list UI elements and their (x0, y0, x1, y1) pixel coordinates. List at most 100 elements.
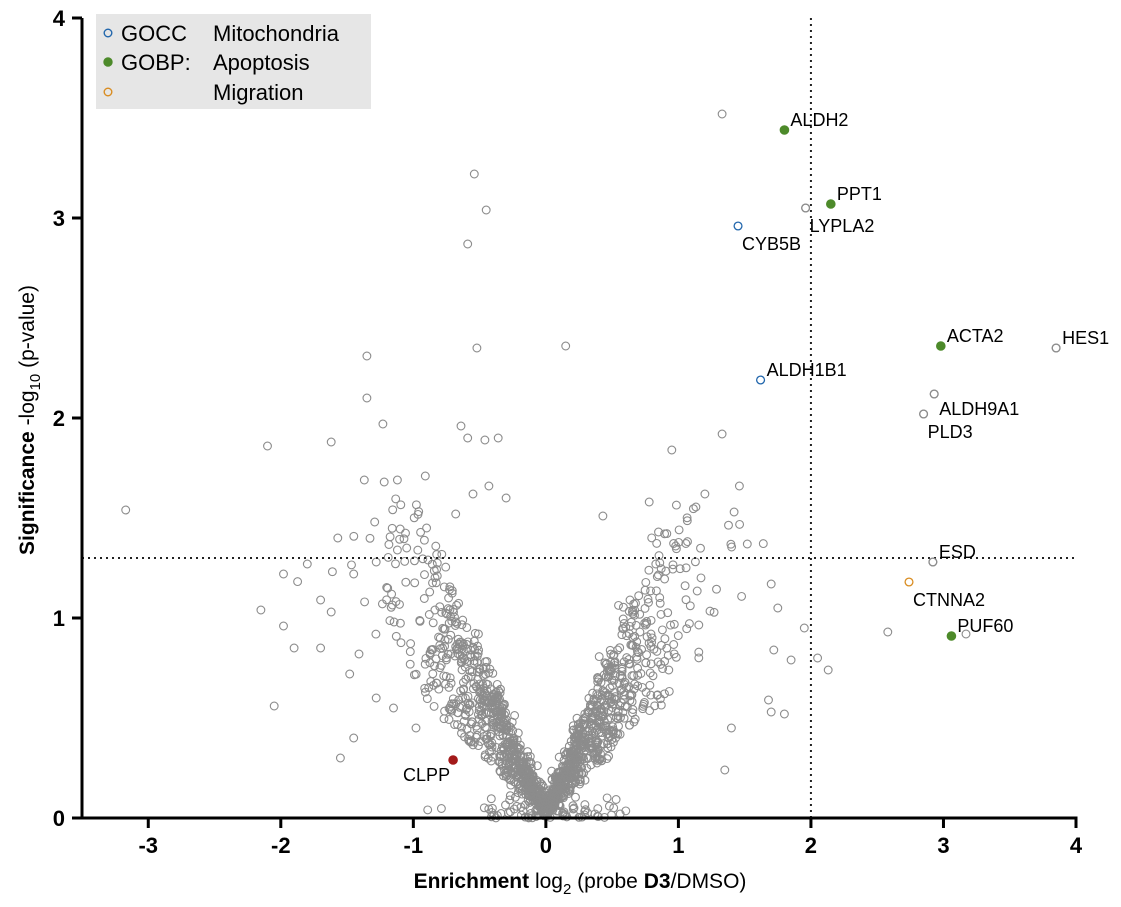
data-point (621, 683, 631, 693)
x-axis-title-mid: (probe (571, 870, 643, 893)
data-point (646, 586, 656, 596)
data-point (681, 595, 691, 605)
data-point (764, 695, 773, 705)
data-point (422, 523, 432, 533)
data-point (630, 679, 640, 689)
data-point (576, 736, 585, 746)
data-point (493, 717, 502, 727)
data-point (525, 797, 535, 807)
data-point (628, 705, 638, 714)
data-point (463, 698, 473, 708)
data-point (682, 516, 692, 526)
data-point (458, 615, 468, 625)
x-axis-title: Enrichment log2 (probe D3/DMSO) (414, 870, 747, 898)
data-point (501, 751, 511, 760)
data-point (494, 686, 504, 696)
label-aldh2: ALDH2 (790, 110, 848, 130)
data-point (444, 682, 454, 692)
data-point (553, 792, 563, 801)
data-point (505, 791, 515, 801)
data-point (628, 605, 638, 615)
data-point (617, 673, 627, 683)
data-point (694, 647, 704, 657)
data-point (766, 707, 776, 717)
data-point (481, 662, 491, 672)
data-point (485, 747, 494, 757)
data-point (574, 748, 584, 758)
data-point (651, 586, 661, 596)
data-point (590, 754, 600, 764)
data-point (470, 651, 480, 661)
data-point (469, 679, 479, 688)
x-tick-label: 1 (672, 833, 684, 858)
data-point (696, 573, 706, 583)
data-point (696, 543, 705, 553)
data-point (479, 803, 489, 813)
data-point (349, 733, 359, 743)
data-point (428, 669, 438, 679)
data-point (440, 635, 450, 645)
data-point (488, 715, 498, 725)
data-point (454, 598, 464, 608)
data-point (645, 706, 655, 716)
data-point (583, 727, 593, 737)
x-axis-title-bold2: D3 (644, 870, 671, 893)
data-point (503, 746, 513, 756)
data-point (445, 673, 455, 683)
data-point (401, 577, 411, 587)
data-point (462, 623, 472, 633)
data-point (509, 804, 519, 814)
data-point (531, 806, 541, 815)
data-point (664, 686, 674, 696)
data-point (395, 534, 405, 544)
label-puf60: PUF60 (957, 616, 1013, 636)
data-point (419, 535, 429, 545)
data-point (547, 774, 557, 784)
data-point (497, 712, 507, 722)
data-point (685, 601, 695, 611)
point-aldh9a1 (929, 389, 939, 399)
data-point (472, 667, 482, 677)
data-point (602, 793, 612, 803)
data-point (580, 709, 590, 719)
data-point (705, 606, 715, 616)
data-point (769, 645, 779, 655)
data-point (515, 752, 525, 762)
axes: -3 -2 -1 0 1 2 3 4 0 1 2 3 4 (53, 6, 1083, 858)
data-point (483, 680, 493, 689)
data-point (333, 533, 343, 543)
data-point (389, 617, 399, 627)
data-point (642, 619, 652, 628)
data-point (493, 433, 503, 443)
x-tick-label: -1 (404, 833, 424, 858)
data-point (618, 602, 628, 612)
data-point (462, 639, 471, 649)
data-point (681, 563, 691, 573)
data-point (613, 714, 623, 724)
data-point (501, 493, 511, 503)
data-point (607, 703, 617, 712)
data-point (615, 643, 625, 653)
data-point (671, 541, 681, 551)
data-point (622, 702, 632, 712)
data-point (263, 441, 272, 451)
data-point (513, 757, 523, 767)
data-point (573, 734, 583, 744)
data-point (491, 696, 501, 706)
data-point (632, 654, 642, 664)
data-point (379, 477, 389, 487)
data-point (611, 795, 621, 804)
data-point (593, 683, 603, 693)
data-point (694, 653, 704, 663)
data-point (606, 742, 616, 752)
data-point (389, 703, 398, 713)
data-point (643, 594, 653, 604)
data-point (411, 723, 421, 733)
data-point (454, 639, 464, 649)
data-point (509, 744, 519, 754)
data-point (621, 806, 631, 816)
data-point (475, 686, 485, 696)
data-point (593, 694, 602, 704)
x-axis-title-sub: 2 (563, 881, 571, 898)
data-point (667, 445, 677, 455)
